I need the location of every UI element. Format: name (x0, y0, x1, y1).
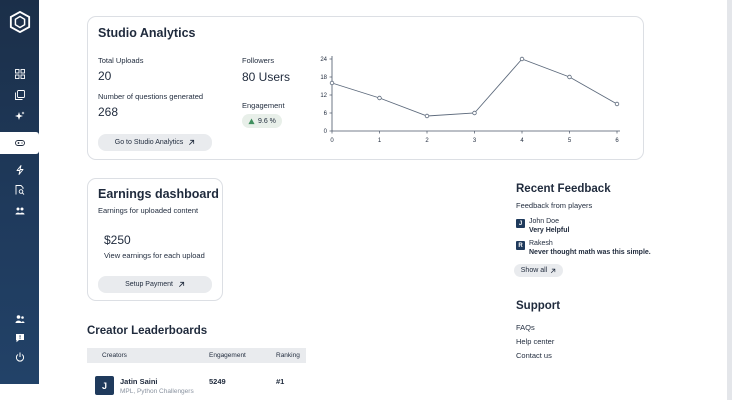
questions-generated-value: 268 (98, 105, 119, 119)
avatar: J (95, 376, 114, 395)
earnings-dashboard-title: Earnings dashboard (98, 187, 219, 201)
copy-icon[interactable] (0, 86, 39, 104)
x-tick-label: 5 (568, 138, 572, 144)
support-link-contact-us[interactable]: Contact us (516, 351, 552, 360)
setup-payment-button[interactable]: Setup Payment (98, 276, 212, 293)
x-tick-label: 4 (520, 138, 524, 144)
studio-analytics-title: Studio Analytics (98, 26, 196, 40)
avatar: J (516, 219, 525, 228)
power-icon[interactable] (0, 348, 39, 366)
data-point (329, 80, 335, 86)
x-tick-label: 6 (615, 138, 619, 144)
show-all-label: Show all (520, 267, 548, 274)
engagement-value: 9.6 % (258, 117, 276, 125)
users-icon[interactable] (0, 310, 39, 328)
column-engagement[interactable]: Engagement (209, 352, 246, 359)
followers-value: 80 Users (242, 70, 291, 84)
gamepad-icon[interactable] (0, 132, 39, 154)
feedback-icon[interactable] (0, 329, 39, 347)
creator-leaderboards-title: Creator Leaderboards (87, 325, 208, 337)
total-uploads-label: Total Uploads (98, 56, 144, 65)
external-arrow-icon (178, 281, 185, 288)
avatar: R (516, 241, 525, 250)
support-link-faqs[interactable]: FAQs (516, 323, 535, 332)
data-point (424, 113, 430, 119)
data-point (567, 74, 572, 80)
feedback-author: Rakesh (529, 240, 553, 247)
search-file-icon[interactable] (0, 181, 39, 199)
logo-icon[interactable] (9, 11, 31, 33)
y-tick-label: 18 (320, 75, 327, 81)
sparkle-icon[interactable] (0, 107, 39, 125)
x-tick-label: 1 (378, 138, 382, 144)
total-uploads-value: 20 (98, 69, 112, 83)
show-all-button[interactable]: Show all (514, 264, 563, 277)
engagement-label: Engagement (242, 101, 285, 110)
support-link-help-center[interactable]: Help center (516, 337, 555, 346)
grid-icon[interactable] (0, 65, 39, 83)
x-tick-label: 0 (330, 138, 334, 144)
creator-name: Jatin Saini (120, 377, 158, 386)
earnings-amount: $250 (104, 233, 131, 247)
data-point (519, 56, 525, 62)
creator-engagement: 5249 (209, 377, 226, 386)
creator-ranking: #1 (276, 377, 285, 386)
external-arrow-icon (188, 139, 195, 146)
feedback-author: John Doe (529, 218, 559, 225)
setup-payment-label: Setup Payment (125, 281, 173, 288)
column-ranking[interactable]: Ranking (276, 352, 300, 359)
y-tick-label: 6 (324, 111, 328, 117)
leaderboard-header: Creators Engagement Ranking (87, 348, 306, 363)
earnings-subtitle: Earnings for uploaded content (98, 206, 199, 215)
feedback-message: Very Helpful (529, 227, 570, 234)
bolt-icon[interactable] (0, 161, 39, 179)
support-title: Support (516, 300, 561, 312)
feedback-message: Never thought math was this simple. (529, 249, 651, 256)
column-creators[interactable]: Creators (102, 352, 127, 359)
data-point (377, 95, 382, 101)
recent-feedback-title: Recent Feedback (516, 183, 611, 195)
engagement-badge: 9.6 % (242, 114, 282, 128)
group-icon[interactable] (0, 202, 39, 220)
questions-generated-label: Number of questions generated (98, 92, 204, 101)
creator-tags: MPL, Python Challengers (120, 388, 194, 395)
sidebar (0, 0, 39, 384)
recent-feedback-subtitle: Feedback from players (516, 201, 593, 210)
x-tick-label: 3 (473, 138, 477, 144)
y-tick-label: 24 (320, 57, 327, 63)
x-tick-label: 2 (425, 138, 429, 144)
y-tick-label: 12 (320, 93, 327, 99)
followers-label: Followers (242, 56, 275, 65)
y-tick-label: 0 (324, 129, 328, 135)
trend-up-icon (248, 117, 255, 124)
external-arrow-icon (550, 268, 556, 274)
data-point (614, 101, 620, 107)
earnings-note: View earnings for each upload (104, 251, 205, 260)
data-point (472, 110, 477, 116)
go-to-studio-analytics-button[interactable]: Go to Studio Analytics (98, 134, 212, 151)
scrollbar-track[interactable] (727, 0, 732, 400)
go-to-studio-analytics-label: Go to Studio Analytics (114, 139, 184, 146)
series-line (331, 58, 618, 117)
